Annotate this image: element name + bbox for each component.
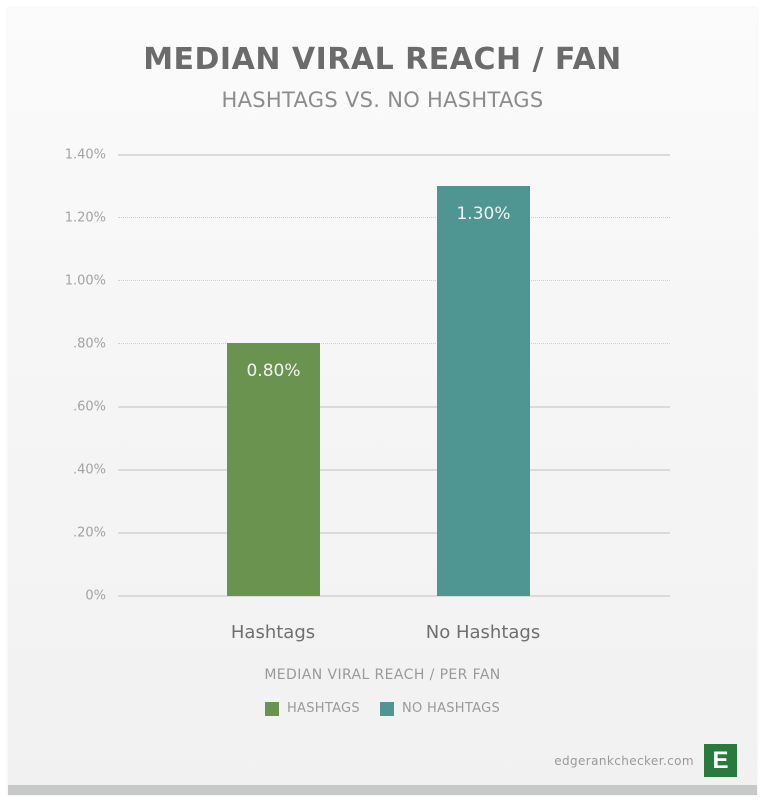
y-tick: 1.00% <box>64 273 106 289</box>
legend-swatch <box>264 701 279 716</box>
brand-footer: edgerankchecker.com E <box>554 744 737 777</box>
chart-title: MEDIAN VIRAL REACH / FAN <box>143 42 622 77</box>
gridline-0-60 <box>118 406 670 408</box>
plot-area: 0% .20% .40% .60% .80% 1.00% 1.20% 1.40%… <box>65 148 670 643</box>
brand-text: edgerankchecker.com <box>554 753 694 768</box>
y-tick: 0% <box>85 588 106 604</box>
legend-item-hashtags: HASHTAGS <box>264 701 360 716</box>
legend: HASHTAGS NO HASHTAGS <box>8 701 757 716</box>
bottom-stripe <box>8 785 757 795</box>
gridline-0-20 <box>118 532 670 534</box>
y-tick: .60% <box>72 399 106 415</box>
legend-swatch <box>380 701 394 716</box>
bar-value-label: 0.80% <box>246 361 301 381</box>
chart-card: MEDIAN VIRAL REACH / FAN HASHTAGS VS. NO… <box>8 8 757 795</box>
gridline-1-00 <box>118 280 670 281</box>
legend-item-no-hashtags: NO HASHTAGS <box>380 701 500 716</box>
x-tick-hashtags: Hashtags <box>230 622 316 643</box>
y-tick: .40% <box>72 462 106 478</box>
gridline-0-80 <box>118 343 670 344</box>
bar-no-hashtags: 1.30% <box>437 186 530 596</box>
bar-value-label: 1.30% <box>456 204 511 224</box>
chart-subtitle: HASHTAGS VS. NO HASHTAGS <box>221 88 544 112</box>
x-axis-baseline <box>118 595 670 597</box>
x-axis-label: MEDIAN VIRAL REACH / PER FAN <box>264 667 501 683</box>
gridline-0-40 <box>118 469 670 471</box>
y-tick: .80% <box>72 336 106 352</box>
y-tick: .20% <box>72 525 106 541</box>
bar-hashtags: 0.80% <box>227 343 320 596</box>
legend-label: HASHTAGS <box>286 701 360 716</box>
y-tick: 1.20% <box>64 210 106 226</box>
gridline-1-40 <box>118 154 670 156</box>
y-tick: 1.40% <box>64 147 106 163</box>
legend-label: NO HASHTAGS <box>402 701 501 716</box>
brand-logo-icon: E <box>704 744 737 777</box>
gridline-1-20 <box>118 217 670 218</box>
x-tick-no-hashtags: No Hashtags <box>425 622 541 643</box>
